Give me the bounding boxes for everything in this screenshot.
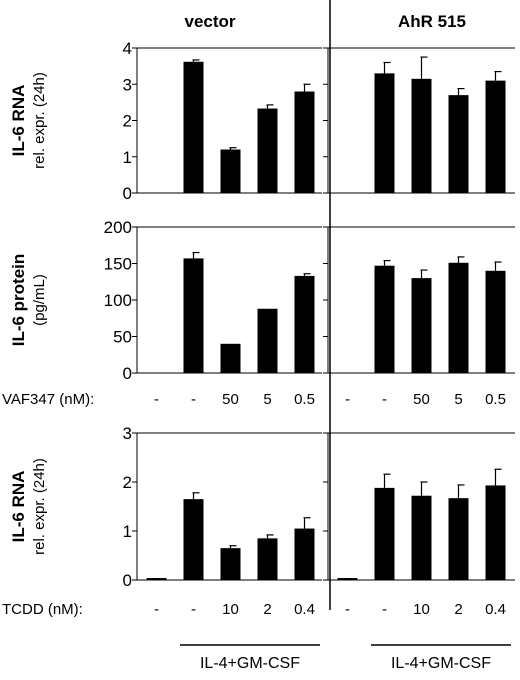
bar xyxy=(411,78,432,193)
dose-label: - xyxy=(345,601,350,618)
dose-label: 0.4 xyxy=(294,601,315,618)
column-title-ahr515: AhR 515 xyxy=(398,12,466,31)
bar xyxy=(374,265,395,373)
dose-label: 50 xyxy=(413,391,430,408)
subpanel-ahr515: - - 10 2 0.4 xyxy=(323,432,515,618)
bar xyxy=(183,258,204,373)
treatment-label: TCDD (nM): xyxy=(2,601,83,618)
bar xyxy=(337,578,358,580)
y-tick-label: 0 xyxy=(123,571,132,590)
y-axis-label-sub: rel. expr. (24h) xyxy=(31,72,48,169)
y-tick-label: 150 xyxy=(104,255,132,274)
y-tick-label: 0 xyxy=(123,364,132,383)
y-tick-label: 4 xyxy=(123,39,132,58)
treatment-label: VAF347 (nM): xyxy=(2,391,94,408)
dose-label: 10 xyxy=(222,601,239,618)
bar xyxy=(220,548,241,580)
bar xyxy=(374,487,395,580)
dose-label: 0.4 xyxy=(485,601,506,618)
y-tick-label: 200 xyxy=(104,218,132,237)
bar xyxy=(257,538,278,580)
bar xyxy=(183,61,204,194)
subpanel-vector xyxy=(132,47,322,194)
subpanel-ahr515 xyxy=(323,47,515,194)
y-tick-label: 2 xyxy=(123,112,132,131)
bar xyxy=(411,278,432,373)
bar xyxy=(448,498,469,580)
panel-3: IL-6 RNA rel. expr. (24h) 0 1 2 3 - - 10 2 0.4 - - 10… xyxy=(2,424,515,618)
group-brackets: IL-4+GM-CSF IL-4+GM-CSF xyxy=(180,644,511,672)
bar xyxy=(485,80,506,193)
group-label: IL-4+GM-CSF xyxy=(200,655,300,672)
subpanel-ahr515: - - 50 5 0.5 xyxy=(323,226,515,408)
dose-label: - xyxy=(154,391,159,408)
bar xyxy=(294,528,315,580)
y-tick-label: 0 xyxy=(123,184,132,203)
dose-label: 10 xyxy=(413,601,430,618)
bar xyxy=(411,495,432,580)
y-tick-label: 100 xyxy=(104,291,132,310)
dose-label: 50 xyxy=(222,391,239,408)
dose-label: 2 xyxy=(263,601,271,618)
y-tick-label: 3 xyxy=(123,424,132,443)
y-axis-label-sub: rel. expr. (24h) xyxy=(31,458,48,555)
dose-label: 0.5 xyxy=(485,391,506,408)
bar xyxy=(448,95,469,193)
subpanel-vector: - - 10 2 0.4 xyxy=(132,432,322,618)
dose-label: - xyxy=(154,601,159,618)
y-tick-label: 2 xyxy=(123,473,132,492)
bar xyxy=(146,578,167,580)
dose-label: - xyxy=(345,391,350,408)
column-title-vector: vector xyxy=(184,12,235,31)
bar xyxy=(294,275,315,373)
dose-label: 5 xyxy=(454,391,462,408)
y-tick-label: 50 xyxy=(113,328,132,347)
dose-label: 0.5 xyxy=(294,391,315,408)
bar xyxy=(485,270,506,373)
y-axis-label-main: IL-6 protein xyxy=(9,254,28,347)
y-axis-label-main: IL-6 RNA xyxy=(9,85,28,157)
dose-label: 2 xyxy=(454,601,462,618)
y-tick-label: 3 xyxy=(123,75,132,94)
y-axis-label-main: IL-6 RNA xyxy=(9,471,28,543)
bar xyxy=(183,499,204,580)
group-label: IL-4+GM-CSF xyxy=(391,655,491,672)
bar xyxy=(257,308,278,373)
y-tick-label: 1 xyxy=(123,148,132,167)
dose-label: - xyxy=(382,391,387,408)
y-tick-label: 1 xyxy=(123,522,132,541)
dose-label: - xyxy=(382,601,387,618)
bar xyxy=(448,262,469,373)
bar xyxy=(220,149,241,193)
dose-label: 5 xyxy=(263,391,271,408)
dose-label: - xyxy=(191,391,196,408)
bar xyxy=(294,91,315,193)
bar xyxy=(220,343,241,373)
bar xyxy=(257,108,278,193)
bar xyxy=(485,485,506,580)
y-axis-label-sub: (pg/mL) xyxy=(31,274,48,326)
subpanel-vector: - - 50 5 0.5 xyxy=(132,226,322,408)
bar xyxy=(374,73,395,193)
dose-label: - xyxy=(191,601,196,618)
panel-1: IL-6 RNA rel. expr. (24h) 0 1 2 3 4 xyxy=(9,39,515,203)
